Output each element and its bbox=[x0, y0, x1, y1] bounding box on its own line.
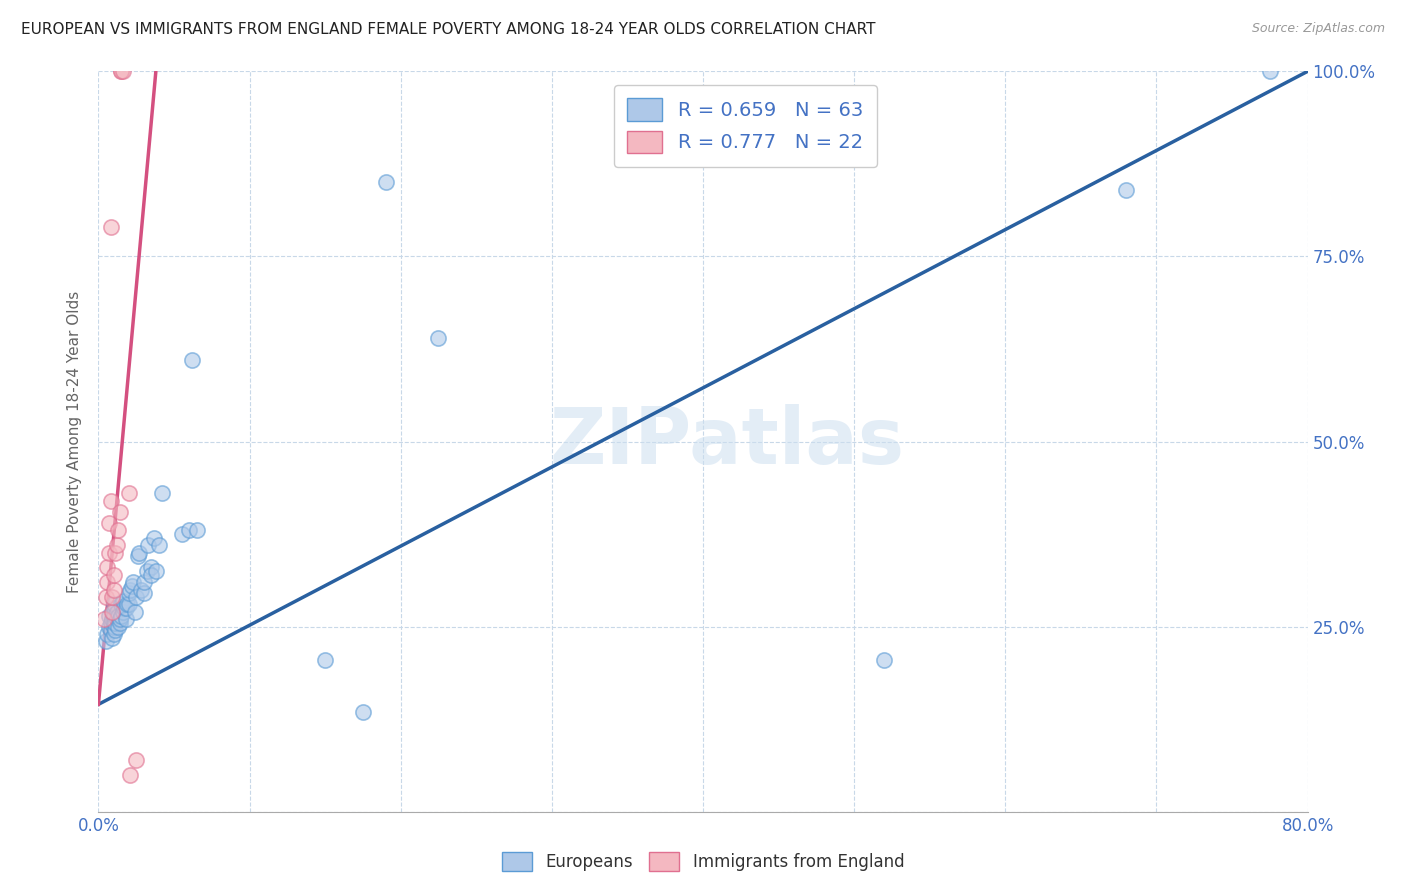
Y-axis label: Female Poverty Among 18-24 Year Olds: Female Poverty Among 18-24 Year Olds bbox=[67, 291, 83, 592]
Point bbox=[135, 564, 157, 578]
Point bbox=[105, 538, 128, 552]
Point bbox=[125, 753, 148, 767]
Point bbox=[107, 619, 129, 633]
Point bbox=[107, 524, 129, 538]
Point bbox=[105, 612, 128, 626]
Point bbox=[122, 575, 145, 590]
Point bbox=[96, 560, 118, 574]
Point bbox=[121, 579, 143, 593]
Point bbox=[98, 608, 121, 623]
Point bbox=[132, 586, 155, 600]
Point bbox=[145, 564, 167, 578]
Point bbox=[103, 615, 125, 630]
Point bbox=[96, 575, 118, 590]
Point bbox=[111, 605, 134, 619]
Point bbox=[120, 582, 142, 597]
Point bbox=[118, 486, 141, 500]
Point bbox=[112, 601, 135, 615]
Point bbox=[141, 560, 163, 574]
Point bbox=[170, 527, 193, 541]
Point bbox=[118, 598, 141, 612]
Point bbox=[103, 582, 125, 597]
Point bbox=[101, 631, 124, 645]
Point bbox=[179, 524, 201, 538]
Point bbox=[108, 612, 131, 626]
Text: ZIPatlas: ZIPatlas bbox=[550, 403, 904, 480]
Point bbox=[103, 612, 125, 626]
Point bbox=[98, 619, 121, 633]
Point bbox=[103, 627, 125, 641]
Point bbox=[103, 608, 125, 623]
Point bbox=[94, 590, 117, 604]
Point bbox=[103, 605, 125, 619]
Point bbox=[129, 582, 152, 597]
Point bbox=[100, 493, 122, 508]
Point bbox=[93, 612, 115, 626]
Point bbox=[103, 601, 125, 615]
Point bbox=[105, 605, 128, 619]
Text: EUROPEAN VS IMMIGRANTS FROM ENGLAND FEMALE POVERTY AMONG 18-24 YEAR OLDS CORRELA: EUROPEAN VS IMMIGRANTS FROM ENGLAND FEMA… bbox=[21, 22, 876, 37]
Point bbox=[118, 586, 141, 600]
Point bbox=[352, 705, 374, 719]
Point bbox=[148, 538, 170, 552]
Point bbox=[104, 624, 127, 638]
Point bbox=[104, 546, 127, 560]
Point bbox=[314, 653, 336, 667]
Legend: R = 0.659   N = 63, R = 0.777   N = 22: R = 0.659 N = 63, R = 0.777 N = 22 bbox=[614, 85, 877, 167]
Point bbox=[136, 538, 159, 552]
Point bbox=[427, 331, 450, 345]
Point bbox=[120, 767, 142, 781]
Point bbox=[128, 546, 150, 560]
Point bbox=[103, 567, 125, 582]
Point bbox=[98, 546, 121, 560]
Point bbox=[115, 598, 138, 612]
Point bbox=[114, 601, 136, 615]
Point bbox=[104, 615, 127, 630]
Point bbox=[100, 219, 122, 234]
Point bbox=[127, 549, 149, 564]
Point bbox=[100, 624, 122, 638]
Point bbox=[150, 486, 173, 500]
Point bbox=[108, 615, 131, 630]
Point bbox=[94, 634, 117, 648]
Point bbox=[110, 608, 132, 623]
Point bbox=[110, 64, 132, 78]
Point bbox=[1115, 183, 1137, 197]
Point bbox=[186, 524, 208, 538]
Point bbox=[132, 575, 155, 590]
Point bbox=[143, 531, 166, 545]
Point bbox=[101, 605, 124, 619]
Point bbox=[181, 353, 204, 368]
Point bbox=[141, 567, 163, 582]
Point bbox=[101, 590, 124, 604]
Point bbox=[107, 608, 129, 623]
Point bbox=[103, 598, 125, 612]
Point bbox=[124, 605, 146, 619]
Point bbox=[98, 516, 121, 530]
Point bbox=[111, 593, 134, 607]
Point bbox=[110, 598, 132, 612]
Point bbox=[110, 64, 132, 78]
Legend: Europeans, Immigrants from England: Europeans, Immigrants from England bbox=[494, 843, 912, 880]
Point bbox=[100, 615, 122, 630]
Point bbox=[125, 590, 148, 604]
Point bbox=[374, 175, 396, 190]
Point bbox=[108, 505, 131, 519]
Point bbox=[111, 64, 134, 78]
Point bbox=[114, 612, 136, 626]
Point bbox=[1258, 64, 1281, 78]
Text: Source: ZipAtlas.com: Source: ZipAtlas.com bbox=[1251, 22, 1385, 36]
Point bbox=[873, 653, 896, 667]
Point bbox=[103, 619, 125, 633]
Point bbox=[101, 612, 124, 626]
Point bbox=[96, 627, 118, 641]
